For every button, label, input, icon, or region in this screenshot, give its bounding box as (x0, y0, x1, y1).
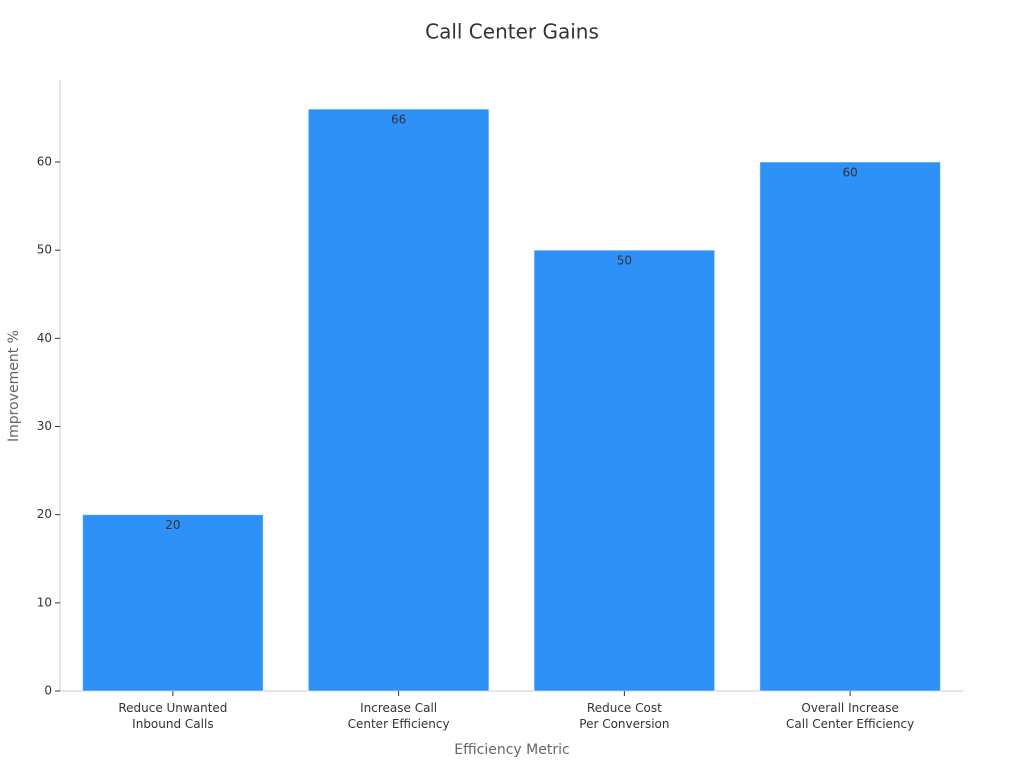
x-tick-label: Increase Call Center Efficiency (348, 701, 450, 731)
data-label: 20 (165, 518, 180, 532)
chart-title: Call Center Gains (425, 20, 599, 44)
bar (82, 514, 264, 692)
x-tick-label: Reduce Unwanted Inbound Calls (118, 701, 227, 731)
data-label: 60 (842, 165, 857, 179)
y-tick-label: 30 (37, 419, 52, 433)
data-label: 50 (617, 254, 632, 268)
bar (533, 249, 716, 692)
x-tick-label: Overall Increase Call Center Efficiency (786, 701, 914, 731)
y-tick-label: 10 (37, 595, 52, 609)
y-tick-label: 60 (37, 154, 52, 168)
x-tick-label: Reduce Cost Per Conversion (579, 701, 669, 731)
data-label: 66 (391, 113, 406, 127)
y-tick-label: 50 (37, 243, 52, 257)
y-tick-label: 20 (37, 507, 52, 521)
y-tick-label: 0 (44, 684, 52, 698)
x-axis-label: Efficiency Metric (454, 742, 569, 758)
bar (759, 161, 941, 692)
y-tick-label: 40 (37, 331, 52, 345)
bar (307, 108, 490, 692)
y-axis-label: Improvement % (6, 330, 22, 442)
